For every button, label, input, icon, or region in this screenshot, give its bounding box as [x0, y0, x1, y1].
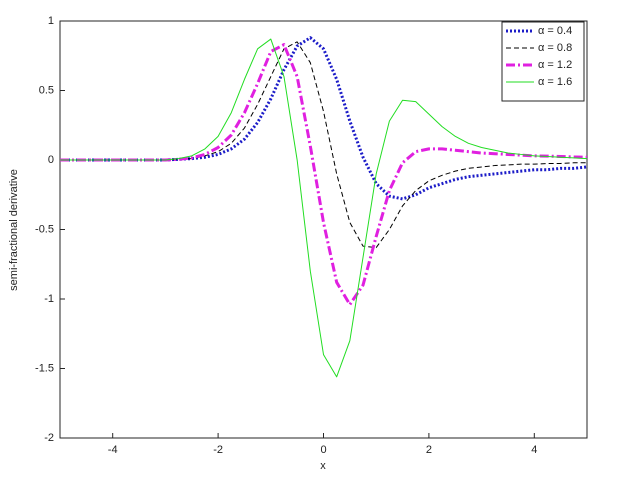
y-tick-label: 0: [48, 154, 54, 166]
x-tick-label: -2: [213, 444, 223, 456]
series-line: [60, 38, 588, 378]
y-tick-label: 0.5: [39, 84, 54, 96]
x-tick-label: 0: [320, 444, 326, 456]
legend-box: [501, 21, 585, 102]
plot-area: [59, 20, 588, 439]
y-axis-label: semi-fractional derivative: [8, 169, 20, 291]
x-tick-label: -4: [108, 444, 118, 456]
y-tick-label: -0.5: [35, 223, 54, 235]
x-tick-label: 4: [531, 444, 537, 456]
legend-label: α = 0.8: [538, 42, 572, 54]
legend-label: α = 1.6: [538, 76, 572, 88]
x-axis-label: x: [320, 460, 326, 472]
series-line: [60, 36, 588, 201]
y-tick-label: 1: [48, 15, 54, 27]
legend-label: α = 0.4: [538, 25, 572, 37]
y-tick-label: -1.5: [35, 362, 54, 374]
y-tick-label: -1: [44, 293, 54, 305]
x-tick-label: 2: [426, 444, 432, 456]
y-tick-label: -2: [44, 432, 54, 444]
legend-label: α = 1.2: [538, 59, 572, 71]
